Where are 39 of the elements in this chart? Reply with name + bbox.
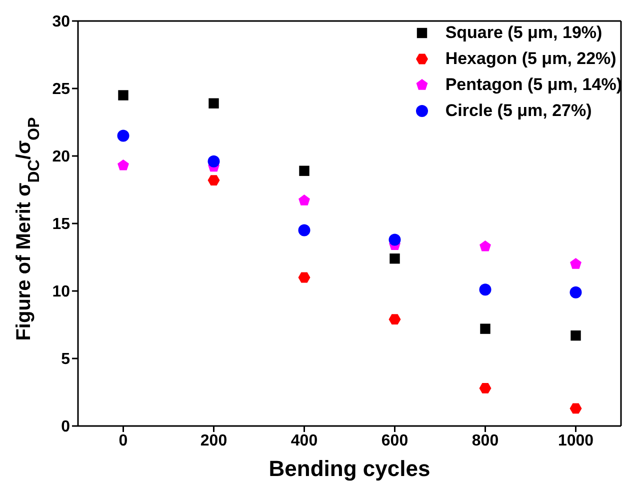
y-tick-label: 20 xyxy=(52,148,70,166)
point xyxy=(479,284,492,296)
x-tick-label: 800 xyxy=(472,432,499,450)
point xyxy=(117,130,130,142)
point xyxy=(298,194,310,206)
y-tick-label: 15 xyxy=(52,216,70,234)
x-tick-label: 200 xyxy=(200,432,228,450)
point xyxy=(480,240,491,252)
point xyxy=(570,403,582,414)
x-tick-label: 400 xyxy=(290,432,318,450)
point xyxy=(118,90,128,100)
point xyxy=(118,159,129,170)
x-tick-label: 1000 xyxy=(558,432,594,450)
point xyxy=(299,166,310,176)
y-tick-label: 10 xyxy=(52,284,70,301)
legend-label: Circle (5 μm, 27%) xyxy=(445,101,592,121)
point xyxy=(388,234,401,246)
point xyxy=(570,258,582,269)
point xyxy=(298,272,310,283)
point xyxy=(208,175,220,186)
legend-label: Hexagon (5 μm, 22%) xyxy=(445,49,616,69)
point xyxy=(390,254,400,264)
point xyxy=(480,324,490,334)
x-axis-title: Bending cycles xyxy=(268,456,430,481)
point xyxy=(570,330,581,341)
point xyxy=(479,383,492,394)
point xyxy=(388,314,401,325)
y-tick-label: 30 xyxy=(52,14,70,31)
point xyxy=(208,98,219,108)
point xyxy=(298,224,310,236)
point xyxy=(570,286,582,298)
x-tick-label: 0 xyxy=(118,432,128,450)
legend-label: Square (5 μm, 19%) xyxy=(445,23,602,43)
y-tick-label: 5 xyxy=(61,351,70,368)
legend-label: Pentagon (5 μm, 14%) xyxy=(445,75,622,95)
point xyxy=(208,155,220,168)
y-tick-label: 25 xyxy=(52,81,70,98)
x-tick-label: 600 xyxy=(381,432,408,450)
y-tick-label: 0 xyxy=(61,418,70,436)
